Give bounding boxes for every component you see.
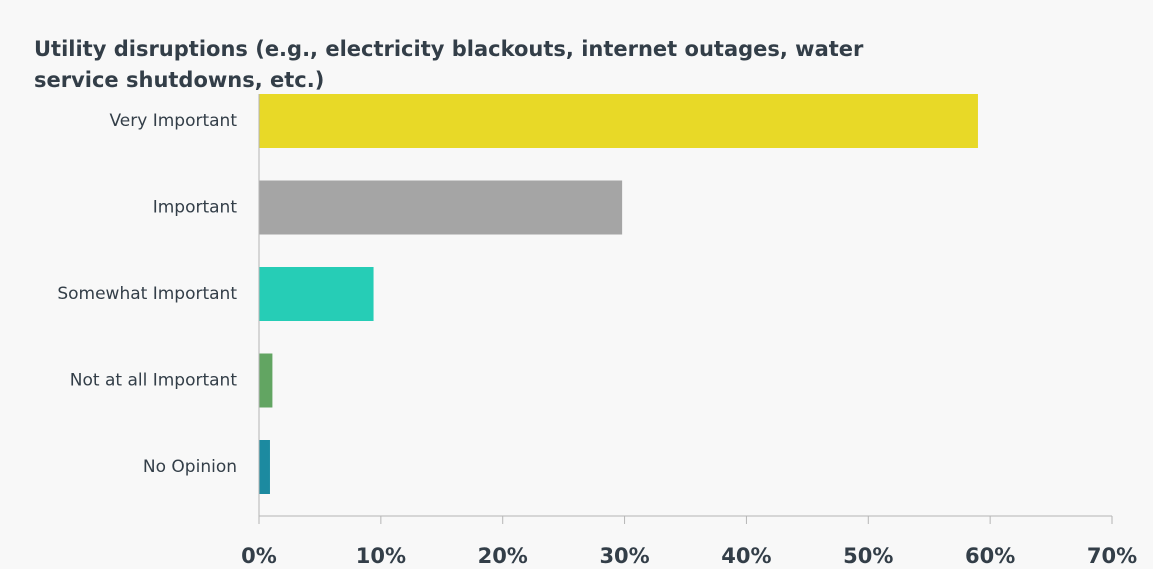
bar-no-opinion [259, 440, 270, 494]
x-tick-label: 70% [1087, 544, 1137, 568]
x-tick-label: 30% [599, 544, 649, 568]
bar-somewhat-important [259, 267, 374, 321]
axis-layer [258, 94, 1113, 524]
x-tick-label: 60% [965, 544, 1015, 568]
category-label-very-important: Very Important [110, 111, 238, 131]
category-label-somewhat-important: Somewhat Important [57, 284, 237, 304]
bar-not-at-all-important [259, 353, 273, 408]
x-tick-label: 10% [356, 544, 406, 568]
x-tick-label: 0% [241, 544, 277, 568]
category-label-no-opinion: No Opinion [143, 457, 237, 477]
bar-very-important [259, 94, 978, 148]
labels-layer: Very Important Important Somewhat Importan… [57, 111, 1137, 568]
category-label-important: Important [153, 198, 238, 218]
bar-important [259, 180, 623, 235]
x-tick-label: 50% [843, 544, 893, 568]
chart-title: Utility disruptions (e.g., electricity b… [34, 37, 864, 92]
x-tick-label: 20% [478, 544, 528, 568]
x-tick-label: 40% [721, 544, 771, 568]
bars-layer [259, 94, 978, 494]
category-label-not-at-all-important: Not at all Important [70, 371, 238, 391]
